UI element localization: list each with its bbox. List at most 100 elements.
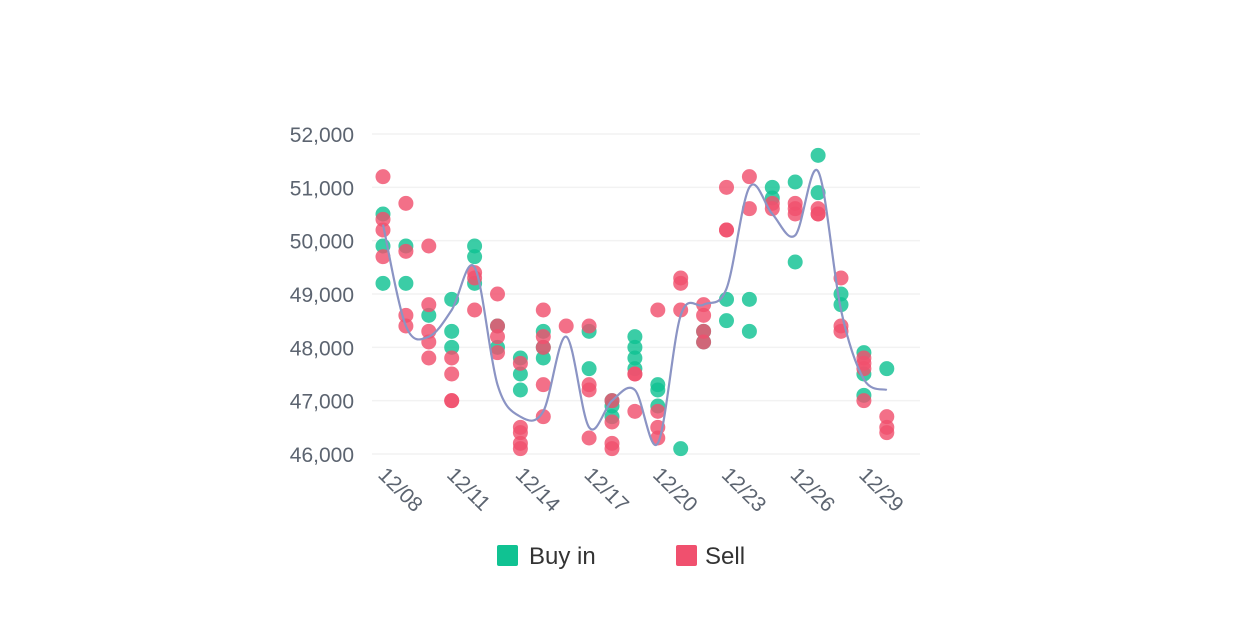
sell-point (604, 441, 620, 457)
buy-in-point (627, 350, 643, 366)
buy-in-point (787, 254, 803, 270)
sell-point (375, 222, 391, 238)
y-axis-ticks: 52,000 51,000 50,000 49,000 48,000 47,000 46,0… (290, 124, 354, 467)
sell-point (535, 339, 551, 355)
sell-point (879, 425, 895, 441)
legend-label-sell: Sell (705, 543, 745, 570)
sell-point (375, 211, 391, 227)
y-tick-label: 47,000 (290, 391, 354, 414)
legend: Buy in Sell (497, 543, 745, 570)
legend-swatch-buy-in (497, 545, 518, 566)
sell-point (581, 430, 597, 446)
sell-point (512, 425, 528, 441)
sell-point (673, 275, 689, 291)
buy-in-point (810, 147, 826, 163)
sell-point (581, 382, 597, 398)
sell-point (421, 238, 437, 254)
sell-point (535, 409, 551, 425)
buy-in-point (627, 329, 643, 345)
sell-point (856, 393, 872, 409)
sell-point (444, 366, 460, 382)
data-points (375, 147, 895, 457)
sell-point (490, 318, 505, 334)
sell-point (398, 195, 414, 211)
y-tick-label: 46,000 (290, 444, 354, 467)
buy-in-point (512, 366, 528, 382)
grid-lines (372, 133, 920, 455)
sell-point (535, 329, 551, 345)
sell-point (421, 297, 437, 313)
sell-point (787, 201, 803, 217)
sell-point (741, 169, 757, 185)
buy-in-point (467, 238, 483, 254)
x-tick-label: 12/29 (854, 463, 907, 516)
sell-point (444, 350, 460, 366)
x-tick-label: 12/23 (717, 463, 770, 516)
trend-line (381, 168, 888, 447)
x-tick-label: 12/11 (442, 463, 494, 515)
legend-label-buy-in: Buy in (529, 543, 596, 570)
y-tick-label: 49,000 (290, 284, 354, 307)
buy-in-point (375, 275, 391, 291)
sell-point (764, 201, 780, 217)
sell-point (421, 350, 437, 366)
sell-point (467, 302, 483, 318)
sell-point (627, 366, 643, 382)
buy-in-point (879, 361, 895, 377)
sell-point (581, 318, 597, 334)
sell-point (444, 393, 460, 409)
sell-point (512, 441, 528, 457)
buy-in-point (581, 361, 597, 377)
buy-in-point (512, 382, 528, 398)
sell-point (375, 249, 391, 265)
sell-point (879, 409, 895, 425)
sell-point (558, 318, 574, 334)
buy-in-point (719, 313, 734, 329)
sell-point (696, 323, 712, 339)
buy-in-point (467, 249, 483, 265)
x-axis-ticks: 12/08 12/11 12/14 12/17 12/20 12/23 12/26 12/29 (373, 463, 907, 517)
buy-in-point (421, 307, 437, 323)
buy-in-point (787, 174, 803, 190)
x-tick-label: 12/20 (648, 463, 701, 516)
x-tick-label: 12/08 (373, 463, 426, 516)
y-tick-label: 48,000 (290, 337, 354, 360)
y-tick-label: 52,000 (290, 124, 354, 147)
sell-point (490, 345, 505, 361)
buy-in-point (741, 291, 757, 307)
buy-in-point (398, 275, 414, 291)
buy-in-point (444, 323, 460, 339)
sell-point (741, 201, 757, 217)
sell-point (490, 329, 505, 345)
buy-in-point (741, 323, 757, 339)
sell-point (650, 403, 666, 419)
x-tick-label: 12/14 (511, 463, 565, 517)
sell-point (535, 377, 551, 393)
sell-point (719, 222, 734, 238)
buy-in-point (650, 382, 666, 398)
sell-point (604, 414, 620, 430)
sell-point (627, 403, 643, 419)
sell-point (650, 302, 666, 318)
buy-in-point (627, 339, 643, 355)
buy-in-point (535, 350, 551, 366)
x-tick-label: 12/26 (786, 463, 839, 516)
sell-point (535, 302, 551, 318)
sell-point (696, 334, 712, 350)
legend-swatch-sell (676, 545, 697, 566)
sell-point (719, 179, 734, 195)
sell-point (490, 286, 505, 302)
buy-in-point (444, 339, 460, 355)
buy-in-point (764, 179, 780, 195)
sell-point (375, 169, 391, 185)
sell-point (810, 206, 826, 222)
sell-point (696, 307, 712, 323)
x-tick-label: 12/17 (580, 463, 633, 516)
y-tick-label: 51,000 (290, 177, 354, 200)
buy-in-point (673, 441, 689, 457)
sell-point (512, 355, 528, 371)
y-tick-label: 50,000 (290, 231, 354, 254)
sell-point (398, 243, 414, 259)
